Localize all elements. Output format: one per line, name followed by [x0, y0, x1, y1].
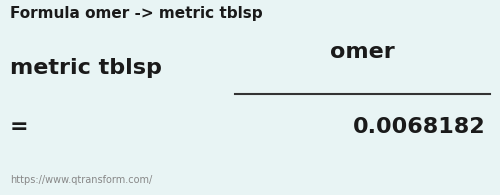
- Text: https://www.qtransform.com/: https://www.qtransform.com/: [10, 175, 152, 185]
- Text: Formula omer -> metric tblsp: Formula omer -> metric tblsp: [10, 6, 262, 21]
- Text: metric tblsp: metric tblsp: [10, 58, 162, 78]
- Text: 0.0068182: 0.0068182: [352, 117, 485, 137]
- Text: omer: omer: [330, 42, 395, 62]
- Text: =: =: [10, 117, 29, 137]
